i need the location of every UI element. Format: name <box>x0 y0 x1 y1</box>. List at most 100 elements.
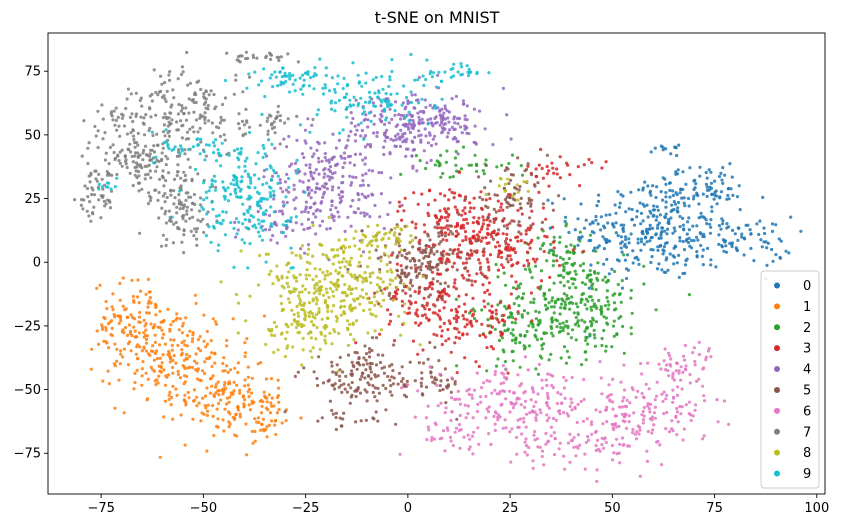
point <box>184 198 188 202</box>
point <box>430 436 434 440</box>
point <box>484 236 488 240</box>
point <box>266 408 270 412</box>
point <box>297 314 301 318</box>
point <box>452 316 456 320</box>
point <box>329 272 333 276</box>
point <box>271 234 275 238</box>
point <box>274 325 279 329</box>
point <box>219 280 223 284</box>
point <box>199 137 203 141</box>
point <box>261 183 265 187</box>
point <box>562 197 566 201</box>
point <box>488 197 492 201</box>
point <box>574 302 578 306</box>
point <box>350 393 354 397</box>
point <box>420 262 424 266</box>
point <box>614 231 618 235</box>
point <box>675 261 679 265</box>
point <box>418 159 422 163</box>
point <box>251 215 255 219</box>
point <box>470 283 474 287</box>
point <box>240 119 244 123</box>
point <box>641 219 645 223</box>
point <box>430 75 434 79</box>
point <box>682 228 686 232</box>
point <box>513 186 517 190</box>
point <box>382 298 386 302</box>
point <box>510 338 514 342</box>
point <box>547 406 552 410</box>
point <box>451 265 455 269</box>
point <box>179 413 183 417</box>
point <box>721 166 725 170</box>
point <box>328 178 332 182</box>
point <box>646 429 651 434</box>
point <box>126 87 130 91</box>
point <box>323 326 327 331</box>
point <box>175 173 179 178</box>
point <box>226 410 231 414</box>
point <box>393 290 397 294</box>
point <box>426 141 430 145</box>
point <box>330 248 334 252</box>
point <box>645 449 649 453</box>
point <box>714 265 718 269</box>
point <box>533 410 537 414</box>
point <box>134 112 139 116</box>
point <box>111 308 115 312</box>
point <box>475 319 479 323</box>
x-tick-label: −50 <box>190 501 217 516</box>
point <box>414 154 418 158</box>
point <box>255 56 259 60</box>
point <box>517 220 521 224</box>
point <box>572 251 576 256</box>
point <box>651 208 656 212</box>
point <box>373 203 377 208</box>
point <box>554 318 558 322</box>
point <box>618 461 622 465</box>
point <box>345 319 350 323</box>
point <box>330 107 334 111</box>
point <box>339 154 343 158</box>
point <box>582 397 586 402</box>
point <box>542 463 546 467</box>
point <box>433 345 437 349</box>
point <box>243 164 247 168</box>
point <box>528 246 532 250</box>
point <box>113 156 118 160</box>
point <box>400 218 404 222</box>
point <box>122 124 127 128</box>
point <box>83 184 87 188</box>
point <box>607 303 611 307</box>
point <box>275 395 280 400</box>
point <box>101 187 105 191</box>
point <box>578 230 583 234</box>
point <box>375 223 380 227</box>
point <box>455 208 459 212</box>
point <box>348 401 352 405</box>
point <box>188 216 192 221</box>
point <box>234 78 238 82</box>
point <box>177 199 181 203</box>
point <box>706 349 711 353</box>
point <box>158 356 162 360</box>
point <box>540 337 544 341</box>
point <box>80 198 84 202</box>
point <box>167 134 171 138</box>
point <box>566 280 570 284</box>
point <box>340 424 344 428</box>
point <box>631 261 635 265</box>
point <box>629 232 633 236</box>
point <box>309 196 313 200</box>
point <box>516 190 520 194</box>
point <box>262 429 266 433</box>
point <box>372 235 376 239</box>
point <box>709 181 714 185</box>
point <box>302 155 306 160</box>
point <box>429 158 433 162</box>
point <box>353 244 357 248</box>
point <box>770 229 775 233</box>
point <box>676 385 680 389</box>
point <box>167 352 172 356</box>
point <box>133 151 138 155</box>
